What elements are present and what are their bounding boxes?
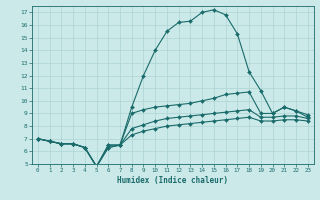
X-axis label: Humidex (Indice chaleur): Humidex (Indice chaleur) [117,176,228,185]
